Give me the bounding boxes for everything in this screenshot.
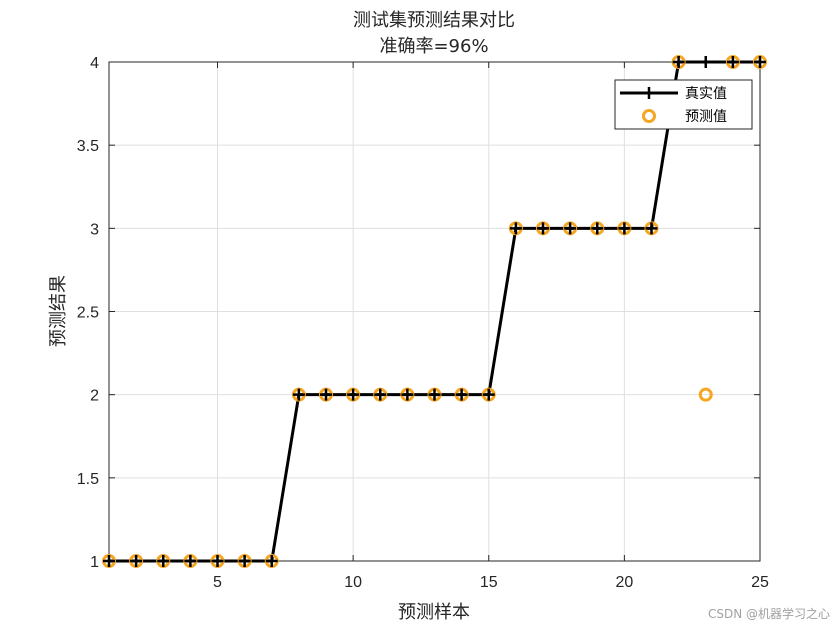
- actual-point: [374, 388, 387, 401]
- chart-title-line1: 测试集预测结果对比: [353, 10, 515, 31]
- actual-point: [455, 388, 468, 401]
- actual-point: [645, 222, 658, 235]
- actual-point: [754, 56, 766, 68]
- predicted-point: [698, 387, 713, 402]
- y-tick-label: 3: [90, 221, 99, 238]
- actual-point: [211, 555, 224, 567]
- y-tick-label: 3.5: [77, 138, 99, 155]
- legend-box: [614, 79, 753, 130]
- chart-title-line2: 准确率=96%: [379, 36, 488, 57]
- actual-point: [564, 222, 577, 235]
- actual-point: [320, 388, 332, 401]
- actual-point: [265, 555, 278, 567]
- legend-label-actual: 真实值: [685, 86, 727, 102]
- y-tick-label: 4: [90, 55, 99, 72]
- actual-point: [726, 56, 739, 68]
- actual-point: [699, 56, 712, 68]
- y-tick-label: 2: [90, 388, 99, 405]
- x-tick-label: 5: [213, 574, 222, 591]
- y-axis-label: 预测结果: [48, 275, 69, 347]
- x-tick-label: 10: [344, 574, 362, 591]
- x-tick-label: 20: [615, 574, 633, 591]
- actual-point: [537, 222, 549, 235]
- y-tick-label: 2.5: [77, 305, 99, 322]
- legend-marker-predicted: [642, 109, 656, 123]
- y-tick-label: 1: [90, 554, 99, 571]
- axis-ticks: 5 10 15 20 25 1 1.5 2 2.5 3 3.5 4: [77, 55, 769, 591]
- actual-point: [672, 56, 685, 68]
- legend: 真实值 预测值: [614, 79, 753, 130]
- x-axis-label: 预测样本: [398, 602, 470, 623]
- legend-marker-actual: [643, 87, 655, 99]
- watermark: CSDN @机器学习之心: [707, 607, 830, 621]
- series: [102, 55, 767, 568]
- x-tick-label: 15: [480, 574, 498, 591]
- actual-point: [130, 555, 143, 567]
- actual-point: [238, 555, 251, 567]
- actual-point: [103, 555, 115, 567]
- actual-point: [184, 555, 197, 567]
- actual-point: [482, 388, 495, 401]
- actual-point: [401, 388, 414, 401]
- actual-point: [428, 388, 441, 401]
- actual-point: [591, 222, 604, 235]
- y-tick-label: 1.5: [77, 471, 99, 488]
- actual-point: [292, 388, 305, 401]
- actual-point: [618, 222, 631, 235]
- actual-point: [157, 555, 170, 567]
- actual-point: [347, 388, 360, 401]
- actual-point: [509, 222, 522, 235]
- x-tick-label: 25: [751, 574, 769, 591]
- legend-label-predicted: 预测值: [685, 109, 727, 125]
